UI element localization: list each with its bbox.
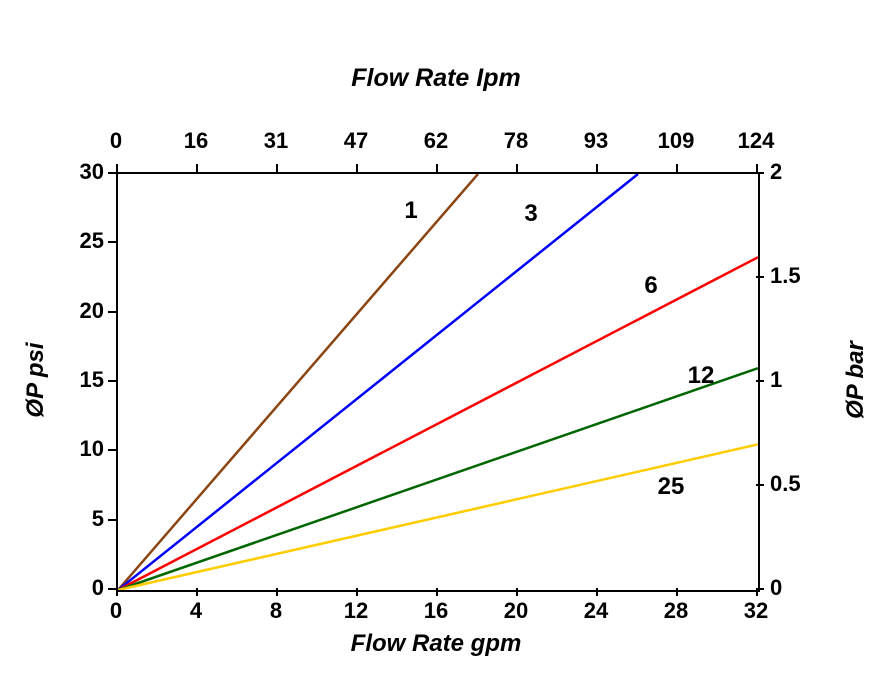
x-top-tick-label: 78 xyxy=(486,128,546,154)
series-label-6: 6 xyxy=(626,272,676,300)
tick-mark xyxy=(596,588,598,596)
y-right-tick-label: 1.5 xyxy=(770,263,820,289)
tick-mark xyxy=(116,588,118,596)
x-bottom-tick-label: 16 xyxy=(411,598,461,624)
tick-mark xyxy=(356,588,358,596)
series-line-25 xyxy=(118,444,758,590)
y-left-tick-label: 10 xyxy=(58,436,104,462)
y-right-tick-label: 0.5 xyxy=(770,471,820,497)
tick-mark xyxy=(108,380,116,382)
tick-mark xyxy=(436,588,438,596)
tick-mark xyxy=(108,588,116,590)
x-bottom-tick-label: 4 xyxy=(171,598,221,624)
x-top-tick-label: 16 xyxy=(166,128,226,154)
x-bottom-tick-label: 24 xyxy=(571,598,621,624)
tick-mark xyxy=(108,172,116,174)
y-axis-left-label: ØP psi xyxy=(22,320,50,440)
tick-mark xyxy=(756,172,764,174)
tick-mark xyxy=(756,380,764,382)
x-top-tick-label: 62 xyxy=(406,128,466,154)
x-axis-top-title: Flow Rate Ipm xyxy=(116,64,756,93)
x-top-tick-label: 31 xyxy=(246,128,306,154)
y-right-tick-label: 0 xyxy=(770,575,820,601)
tick-mark xyxy=(108,241,116,243)
tick-mark xyxy=(108,449,116,451)
y-axis-right-label: ØP bar xyxy=(842,320,870,440)
tick-mark xyxy=(676,588,678,596)
series-label-3: 3 xyxy=(506,200,556,228)
plot-area xyxy=(116,172,760,592)
tick-mark xyxy=(516,164,518,172)
tick-mark xyxy=(108,311,116,313)
x-top-tick-label: 0 xyxy=(86,128,146,154)
tick-mark xyxy=(756,276,764,278)
tick-mark xyxy=(436,164,438,172)
x-bottom-tick-label: 28 xyxy=(651,598,701,624)
x-top-tick-label: 124 xyxy=(726,128,786,154)
y-left-tick-label: 30 xyxy=(58,159,104,185)
x-bottom-tick-label: 32 xyxy=(731,598,781,624)
tick-mark xyxy=(756,484,764,486)
x-top-tick-label: 109 xyxy=(646,128,706,154)
tick-mark xyxy=(756,164,758,172)
y-left-tick-label: 0 xyxy=(58,575,104,601)
tick-mark xyxy=(108,519,116,521)
tick-mark xyxy=(196,588,198,596)
x-bottom-tick-label: 0 xyxy=(91,598,141,624)
tick-mark xyxy=(276,588,278,596)
series-line-6 xyxy=(118,257,758,590)
y-left-tick-label: 20 xyxy=(58,298,104,324)
tick-mark xyxy=(356,164,358,172)
y-left-tick-label: 25 xyxy=(58,228,104,254)
tick-mark xyxy=(116,164,118,172)
y-left-tick-label: 5 xyxy=(58,506,104,532)
series-label-12: 12 xyxy=(676,362,726,390)
tick-mark xyxy=(676,164,678,172)
x-bottom-tick-label: 12 xyxy=(331,598,381,624)
x-top-tick-label: 93 xyxy=(566,128,626,154)
x-bottom-tick-label: 8 xyxy=(251,598,301,624)
series-label-1: 1 xyxy=(386,197,436,225)
tick-mark xyxy=(196,164,198,172)
tick-mark xyxy=(756,588,764,590)
tick-mark xyxy=(516,588,518,596)
y-right-tick-label: 2 xyxy=(770,159,820,185)
x-top-tick-label: 47 xyxy=(326,128,386,154)
y-left-tick-label: 15 xyxy=(58,367,104,393)
x-bottom-tick-label: 20 xyxy=(491,598,541,624)
series-label-25: 25 xyxy=(646,473,696,501)
tick-mark xyxy=(596,164,598,172)
tick-mark xyxy=(276,164,278,172)
series-line-3 xyxy=(118,174,638,590)
x-axis-bottom-label: Flow Rate gpm xyxy=(116,630,756,658)
y-right-tick-label: 1 xyxy=(770,367,820,393)
series-lines xyxy=(118,174,758,590)
